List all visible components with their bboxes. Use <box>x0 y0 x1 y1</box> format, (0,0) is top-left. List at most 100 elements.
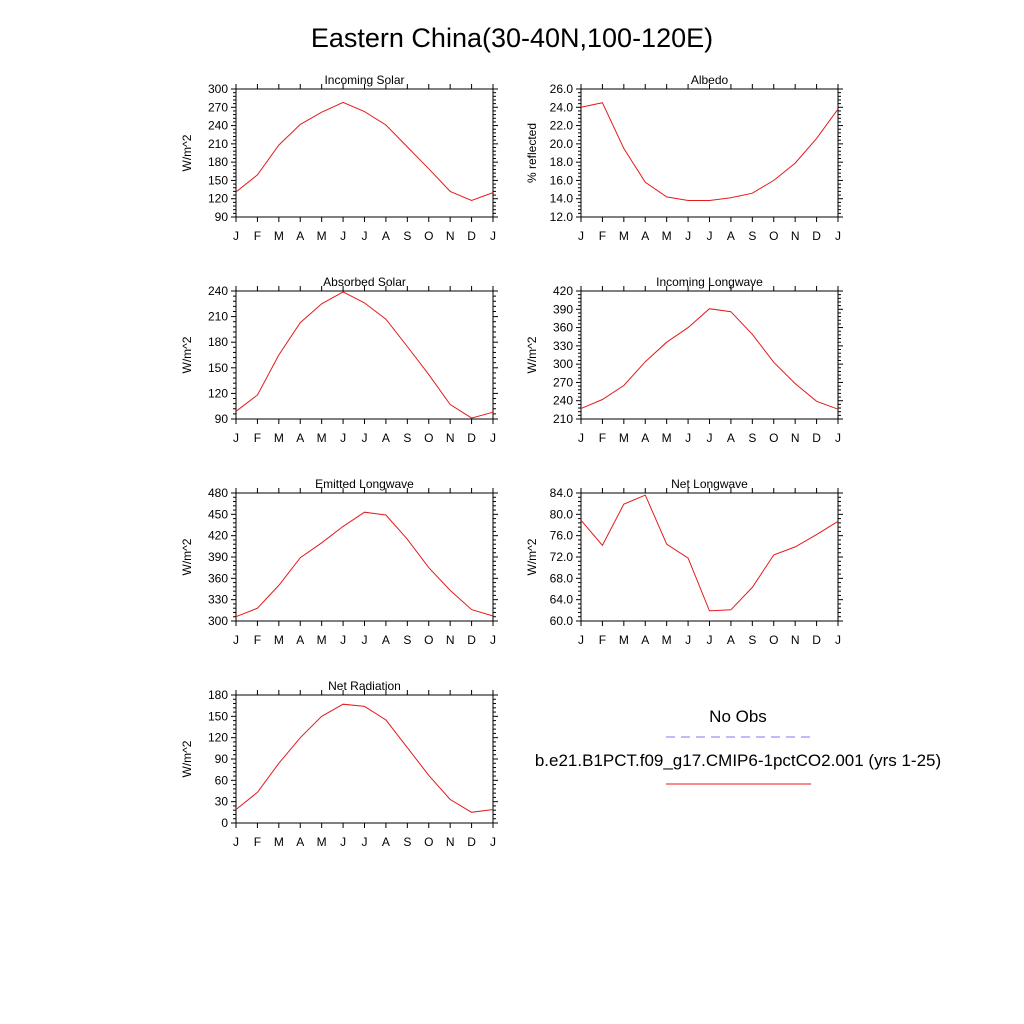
panel-net-longwave: Net Longwave W/m^2 60.0 64.0 68.0 72.0 76.0 80.… <box>525 477 843 647</box>
x-tick-label: J <box>835 229 841 243</box>
y-tick-label: 390 <box>553 302 573 316</box>
y-tick-label: 150 <box>208 361 228 375</box>
x-tick-label: A <box>727 431 735 445</box>
x-tick-label: M <box>662 431 672 445</box>
y-tick-label: 16.0 <box>550 173 574 187</box>
plot-frame <box>235 694 494 824</box>
panel-incoming-solar: Incoming Solar W/m^2 90 120 150 180 210 240 270 3… <box>180 73 498 243</box>
x-tick-label: A <box>382 835 390 849</box>
y-tick-label: 64.0 <box>550 593 574 607</box>
y-axis-label: W/m^2 <box>180 538 194 575</box>
y-tick-label: 360 <box>553 321 573 335</box>
x-tick-label: F <box>599 229 606 243</box>
y-tick-label: 60 <box>215 773 229 787</box>
panels: Incoming Solar W/m^2 90 120 150 180 210 240 270 3… <box>180 73 843 849</box>
y-tick-label: 68.0 <box>550 571 574 585</box>
y-tick-label: 18.0 <box>550 155 574 169</box>
y-tick-label: 420 <box>553 284 573 298</box>
y-tick-label: 210 <box>208 137 228 151</box>
y-tick-label: 210 <box>553 412 573 426</box>
x-tick-label: M <box>317 835 327 849</box>
x-tick-label: J <box>362 431 368 445</box>
x-tick-label: S <box>403 431 411 445</box>
y-axis-label: W/m^2 <box>180 336 194 373</box>
x-tick-label: M <box>274 633 284 647</box>
x-tick-label: J <box>707 633 713 647</box>
x-tick-label: J <box>233 835 239 849</box>
y-tick-label: 0 <box>221 816 228 830</box>
panel-title: Net Radiation <box>328 679 401 693</box>
y-tick-label: 390 <box>208 550 228 564</box>
x-tick-label: J <box>578 431 584 445</box>
y-tick-label: 12.0 <box>550 210 574 224</box>
y-axis-label: % reflected <box>525 123 539 183</box>
x-tick-label: O <box>424 835 433 849</box>
y-tick-label: 300 <box>553 357 573 371</box>
x-tick-label: S <box>748 229 756 243</box>
plot-frame <box>235 88 494 218</box>
y-tick-label: 90 <box>215 210 229 224</box>
panel-title: Emitted Longwave <box>315 477 414 491</box>
y-tick-label: 90 <box>215 412 229 426</box>
x-tick-label: A <box>296 633 304 647</box>
y-tick-label: 180 <box>208 155 228 169</box>
x-tick-label: J <box>685 431 691 445</box>
y-tick-label: 240 <box>208 284 228 298</box>
x-tick-label: M <box>274 229 284 243</box>
x-tick-label: M <box>317 633 327 647</box>
panel-title: Net Longwave <box>671 477 748 491</box>
x-tick-label: J <box>233 633 239 647</box>
x-tick-label: D <box>812 229 821 243</box>
x-tick-label: M <box>662 229 672 243</box>
x-tick-label: A <box>641 229 649 243</box>
y-tick-label: 300 <box>208 82 228 96</box>
panel-albedo: Albedo % reflected 12.0 14.0 16.0 18.0 20.0 22.… <box>525 73 843 243</box>
x-tick-label: D <box>467 431 476 445</box>
y-tick-label: 24.0 <box>550 100 574 114</box>
x-tick-label: N <box>791 229 800 243</box>
legend-obs-label: No Obs <box>709 707 767 726</box>
x-tick-label: J <box>490 835 496 849</box>
x-tick-label: A <box>382 431 390 445</box>
x-tick-label: S <box>403 835 411 849</box>
x-tick-label: M <box>317 431 327 445</box>
x-tick-label: A <box>641 633 649 647</box>
series-line <box>235 511 494 618</box>
x-tick-label: A <box>382 229 390 243</box>
x-tick-label: S <box>748 633 756 647</box>
y-tick-label: 300 <box>208 614 228 628</box>
x-tick-label: N <box>791 431 800 445</box>
page-title: Eastern China(30-40N,100-120E) <box>311 23 713 53</box>
y-tick-label: 240 <box>208 119 228 133</box>
x-tick-label: A <box>727 633 735 647</box>
y-tick-label: 240 <box>553 394 573 408</box>
y-tick-label: 80.0 <box>550 507 574 521</box>
y-tick-label: 180 <box>208 688 228 702</box>
plot-frame <box>580 290 839 420</box>
x-tick-label: A <box>641 431 649 445</box>
x-tick-label: F <box>599 431 606 445</box>
y-tick-label: 450 <box>208 507 228 521</box>
x-tick-label: J <box>685 633 691 647</box>
x-tick-label: F <box>254 633 261 647</box>
y-tick-label: 180 <box>208 335 228 349</box>
x-tick-label: M <box>274 835 284 849</box>
x-tick-label: N <box>446 229 455 243</box>
x-tick-label: S <box>403 229 411 243</box>
x-tick-label: A <box>727 229 735 243</box>
y-axis-label: W/m^2 <box>525 538 539 575</box>
x-tick-label: M <box>317 229 327 243</box>
y-tick-label: 270 <box>208 100 228 114</box>
x-tick-label: A <box>296 835 304 849</box>
x-tick-label: J <box>362 229 368 243</box>
y-tick-label: 14.0 <box>550 192 574 206</box>
x-tick-label: F <box>254 229 261 243</box>
x-tick-label: M <box>619 431 629 445</box>
y-axis-label: W/m^2 <box>525 336 539 373</box>
series-line <box>235 291 494 419</box>
x-tick-label: O <box>769 633 778 647</box>
x-tick-label: J <box>362 835 368 849</box>
x-tick-label: A <box>296 229 304 243</box>
y-tick-label: 120 <box>208 386 228 400</box>
